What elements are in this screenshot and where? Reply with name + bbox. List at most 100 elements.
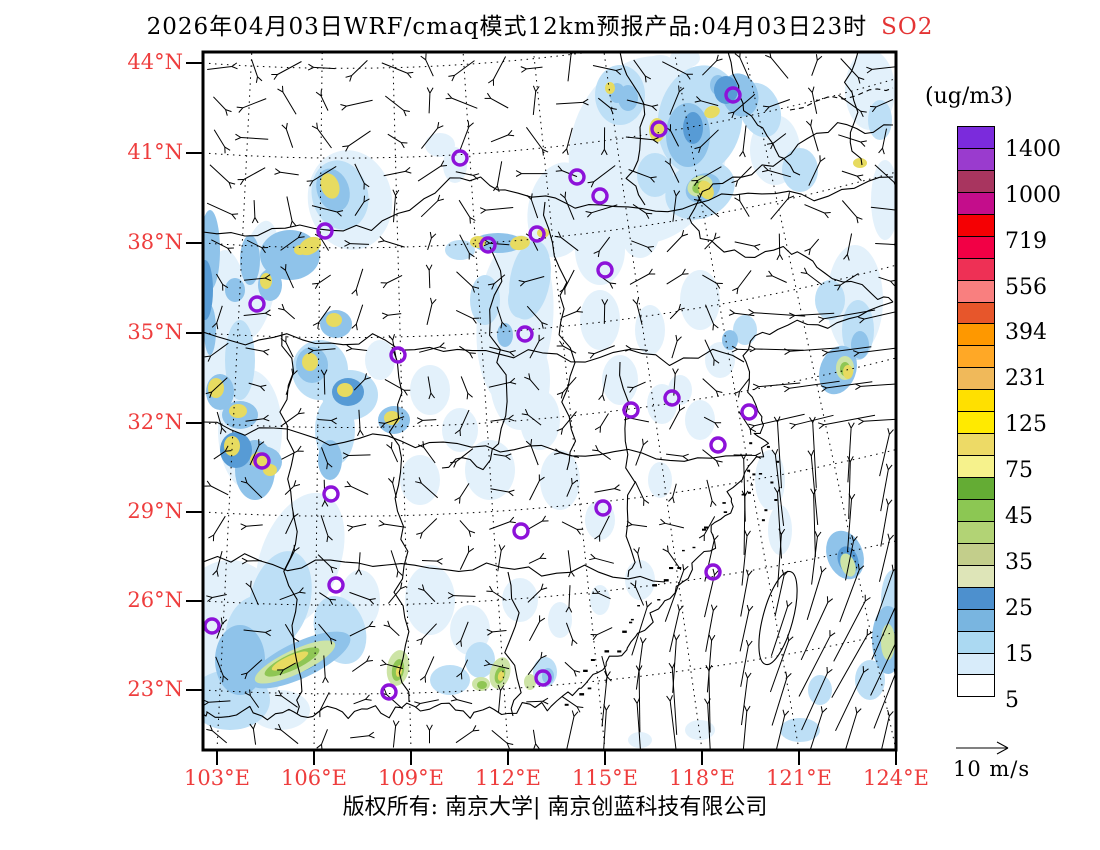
wind-vector (879, 434, 890, 477)
wind-vector (423, 590, 436, 602)
wind-vector (319, 592, 330, 600)
wind-vector (419, 346, 440, 353)
island-dot (770, 481, 774, 484)
wind-vector (630, 417, 649, 423)
colorbar-unit: (ug/m3) (925, 84, 1013, 109)
station-marker (253, 452, 271, 470)
wind-vector (831, 634, 868, 698)
so2-patch (508, 282, 532, 318)
colorbar (957, 126, 995, 698)
colorbar-cell (957, 279, 995, 303)
wind-vector (669, 610, 680, 653)
island-dot (590, 659, 595, 661)
wind-vector (601, 676, 608, 727)
wind-vector (243, 312, 266, 316)
wind-vector (210, 485, 229, 496)
island-dot (749, 442, 753, 445)
wind-vector (669, 91, 680, 115)
wind-vector (213, 450, 226, 460)
wind-vector (421, 518, 438, 534)
station-marker (740, 403, 758, 421)
station-marker (451, 149, 469, 167)
wind-vector (809, 712, 823, 750)
wind-vector (560, 236, 579, 252)
colorbar-tick-label: 45 (1005, 503, 1033, 529)
wind-vector (810, 455, 819, 525)
wind-vector (564, 197, 575, 220)
copyright-text: 版权所有: 南京大学| 南京创蓝科技有限公司 (342, 795, 768, 820)
wind-vector (667, 551, 682, 571)
wind-vector (250, 586, 259, 606)
wind-vector (564, 661, 575, 671)
wind-vector (422, 623, 437, 640)
wind-vector (284, 623, 295, 639)
wind-vector (526, 700, 543, 703)
wind-vector (318, 305, 331, 323)
wind-vector (739, 57, 750, 79)
wind-vector (492, 56, 507, 80)
so2-patch (704, 105, 720, 119)
wind-vector (320, 95, 329, 111)
wind-vector (794, 312, 835, 316)
wind-vector (352, 523, 367, 528)
station-marker (389, 346, 407, 364)
wind-vector (772, 133, 787, 144)
so2-patch (229, 404, 247, 418)
wind-vector (562, 345, 577, 354)
wind-vector (669, 701, 677, 750)
wind-vector (455, 171, 474, 176)
wind-vector (706, 479, 713, 502)
wind-vector (741, 536, 748, 586)
colorbar-cell (957, 235, 995, 259)
map-border-line (203, 421, 753, 462)
wind-vector (826, 381, 873, 389)
wind-vector (249, 445, 260, 466)
island-dot (587, 687, 592, 690)
wind-vector (351, 348, 368, 351)
wind-vector (740, 645, 749, 687)
so2-patch (224, 436, 240, 456)
map-border-line (688, 122, 894, 303)
wind-vector (285, 517, 294, 535)
wind-vector (734, 241, 755, 247)
wind-vector (733, 454, 756, 456)
so2-patch (318, 440, 342, 480)
wind-vector (775, 715, 786, 750)
wind-vector (485, 207, 514, 211)
wind-vector (245, 418, 264, 422)
wind-vector (591, 204, 618, 214)
colorbar-cell (957, 630, 995, 654)
lat-axis-label: 41°N (127, 140, 183, 164)
wind-vector (351, 60, 368, 76)
so2-patch (868, 100, 892, 140)
wind-vector (215, 656, 224, 677)
wind-vector (672, 195, 677, 222)
wind-vector (669, 309, 680, 320)
colorbar-cell (957, 147, 995, 171)
wind-vector (637, 553, 642, 569)
so2-patch (320, 173, 340, 199)
wind-vector (490, 418, 509, 422)
colorbar-cell (957, 301, 995, 325)
island-dot (579, 693, 585, 696)
wind-vector (772, 275, 787, 283)
colorbar-tick-label: 1400 (1005, 136, 1061, 162)
wind-vector (743, 496, 746, 555)
so2-patch (668, 375, 692, 405)
wind-vector (669, 164, 680, 183)
so2-patch (477, 681, 487, 689)
wind-vector (384, 95, 405, 111)
wind-vector (770, 606, 789, 656)
wind-vector (497, 550, 502, 572)
so2-patch (733, 315, 757, 345)
map-border-line (388, 346, 410, 703)
wind-vector (833, 600, 866, 662)
so2-patch (465, 642, 495, 678)
so2-patch (203, 260, 213, 320)
wind-vector (706, 640, 713, 693)
wind-vector (838, 134, 861, 143)
wind-vector (209, 164, 230, 183)
wind-vector (742, 711, 748, 750)
wind-vector (704, 574, 715, 618)
so2-patch (271, 651, 309, 671)
